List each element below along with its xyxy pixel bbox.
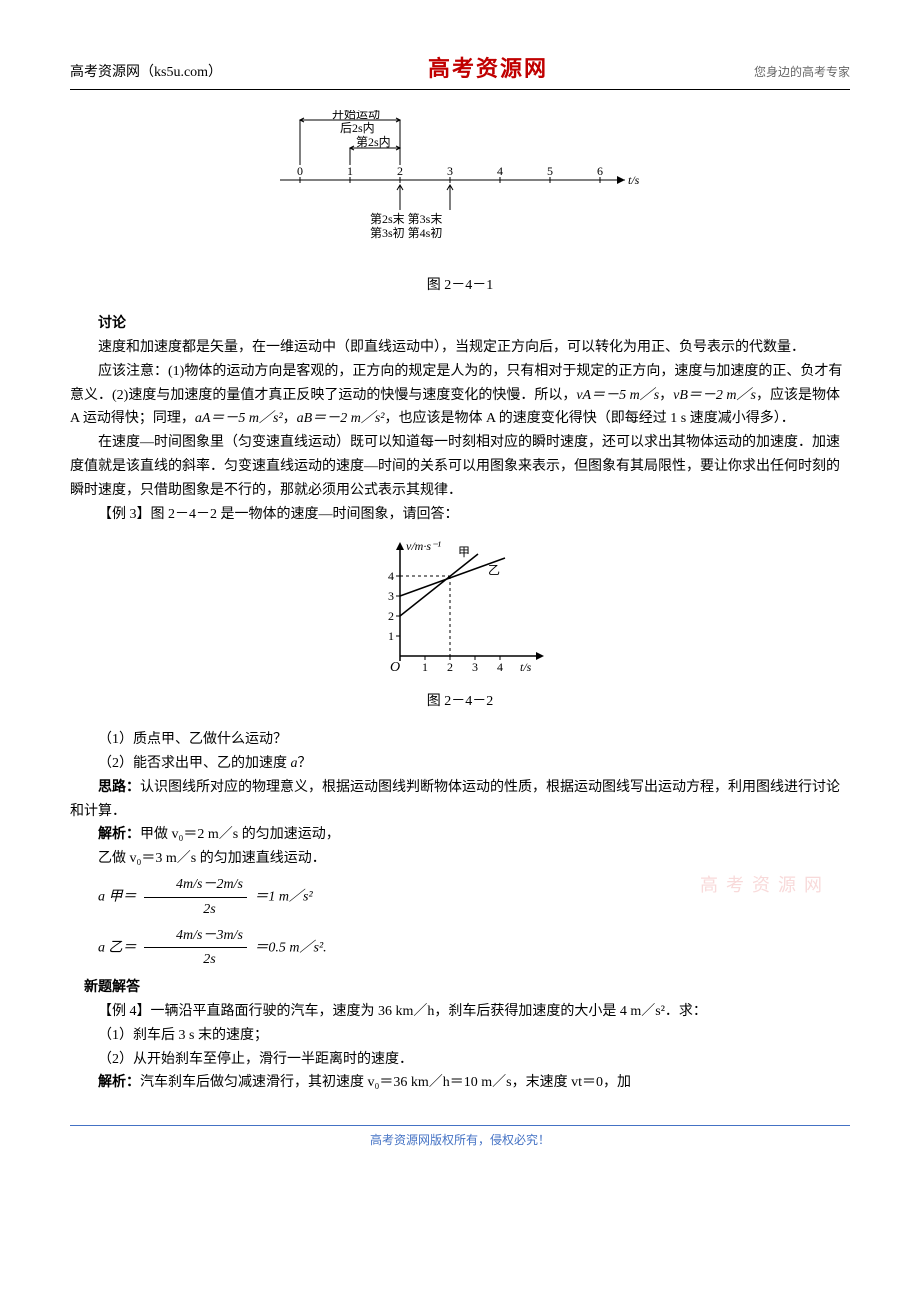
svg-text:后2s内: 后2s内 bbox=[340, 121, 375, 135]
svg-text:t/s: t/s bbox=[628, 173, 640, 187]
svg-text:6: 6 bbox=[597, 164, 603, 178]
svg-text:1: 1 bbox=[388, 629, 394, 643]
svg-text:3: 3 bbox=[472, 660, 478, 674]
svg-text:第2s末 第3s末: 第2s末 第3s末 bbox=[370, 212, 442, 226]
svg-text:v/m·s⁻¹: v/m·s⁻¹ bbox=[406, 539, 441, 553]
figure-2-4-2: 1 2 3 4 1 2 3 4 O t/s v/m·s⁻¹ 甲 乙 bbox=[70, 536, 850, 714]
new-title: 新题解答 bbox=[70, 976, 850, 1000]
svg-text:2: 2 bbox=[447, 660, 453, 674]
example3-head: 【例 3】图 2－4－2 是一物体的速度—时间图象，请回答： bbox=[70, 503, 850, 527]
ex3-a-yi: a 乙＝ 4m/s－3m/s2s ＝0.5 m／s². bbox=[70, 924, 850, 973]
figure-caption-1: 图 2－4－1 bbox=[70, 274, 850, 298]
figure-2-4-1: 开始运动 后2s内 第2s内 0 1 2 3 4 5 6 bbox=[70, 110, 850, 298]
ex4-jiexi: 解析：汽车刹车后做匀减速滑行，其初速度 v₀＝36 km／h＝10 m／s，末速… bbox=[70, 1071, 850, 1095]
discussion-p2: 应该注意：(1)物体的运动方向是客观的，正方向的规定是人为的，只有相对于规定的正… bbox=[70, 360, 850, 431]
discussion-title: 讨论 bbox=[70, 312, 850, 336]
ex3-jiexi-a: 解析：甲做 v₀＝2 m／s 的匀加速运动， bbox=[70, 823, 850, 847]
ex4-q1: （1）刹车后 3 s 末的速度； bbox=[70, 1024, 850, 1048]
watermark: 高考资源网 bbox=[700, 870, 830, 901]
ex3-q1: （1）质点甲、乙做什么运动？ bbox=[70, 728, 850, 752]
svg-text:甲: 甲 bbox=[458, 545, 470, 559]
svg-text:第2s内: 第2s内 bbox=[356, 135, 391, 149]
svg-text:1: 1 bbox=[347, 164, 353, 178]
svg-text:4: 4 bbox=[497, 164, 503, 178]
svg-text:第3s初 第4s初: 第3s初 第4s初 bbox=[370, 226, 442, 240]
svg-text:t/s: t/s bbox=[520, 660, 532, 674]
ex3-silu: 思路：认识图线所对应的物理意义，根据运动图线判断物体运动的性质，根据运动图线写出… bbox=[70, 776, 850, 824]
header-center-logo: 高考资源网 bbox=[428, 50, 548, 87]
header-right: 您身边的高考专家 bbox=[754, 62, 850, 82]
svg-text:O: O bbox=[390, 660, 400, 675]
svg-text:1: 1 bbox=[422, 660, 428, 674]
svg-text:2: 2 bbox=[397, 164, 403, 178]
svg-text:3: 3 bbox=[447, 164, 453, 178]
svg-text:开始运动: 开始运动 bbox=[332, 110, 380, 121]
svg-text:4: 4 bbox=[388, 569, 394, 583]
figure-caption-2: 图 2－4－2 bbox=[70, 690, 850, 714]
ex3-jiexi-b: 乙做 v₀＝3 m／s 的匀加速直线运动． bbox=[70, 847, 850, 871]
discussion-p3: 在速度—时间图象里（匀变速直线运动）既可以知道每一时刻相对应的瞬时速度，还可以求… bbox=[70, 431, 850, 502]
ex4-q2: （2）从开始刹车至停止，滑行一半距离时的速度． bbox=[70, 1048, 850, 1072]
svg-text:3: 3 bbox=[388, 589, 394, 603]
svg-text:乙: 乙 bbox=[488, 563, 500, 577]
discussion-p1: 速度和加速度都是矢量，在一维运动中（即直线运动中），当规定正方向后，可以转化为用… bbox=[70, 336, 850, 360]
svg-text:5: 5 bbox=[547, 164, 553, 178]
svg-text:4: 4 bbox=[497, 660, 503, 674]
page-footer: 高考资源网版权所有，侵权必究！ bbox=[70, 1125, 850, 1150]
svg-text:2: 2 bbox=[388, 609, 394, 623]
ex4-head: 【例 4】一辆沿平直路面行驶的汽车，速度为 36 km／h，刹车后获得加速度的大… bbox=[70, 1000, 850, 1024]
svg-text:0: 0 bbox=[297, 164, 303, 178]
ex3-q2: （2）能否求出甲、乙的加速度 a？ bbox=[70, 752, 850, 776]
page-header: 高考资源网（ks5u.com） 高考资源网 您身边的高考专家 bbox=[70, 50, 850, 90]
header-left: 高考资源网（ks5u.com） bbox=[70, 61, 222, 85]
